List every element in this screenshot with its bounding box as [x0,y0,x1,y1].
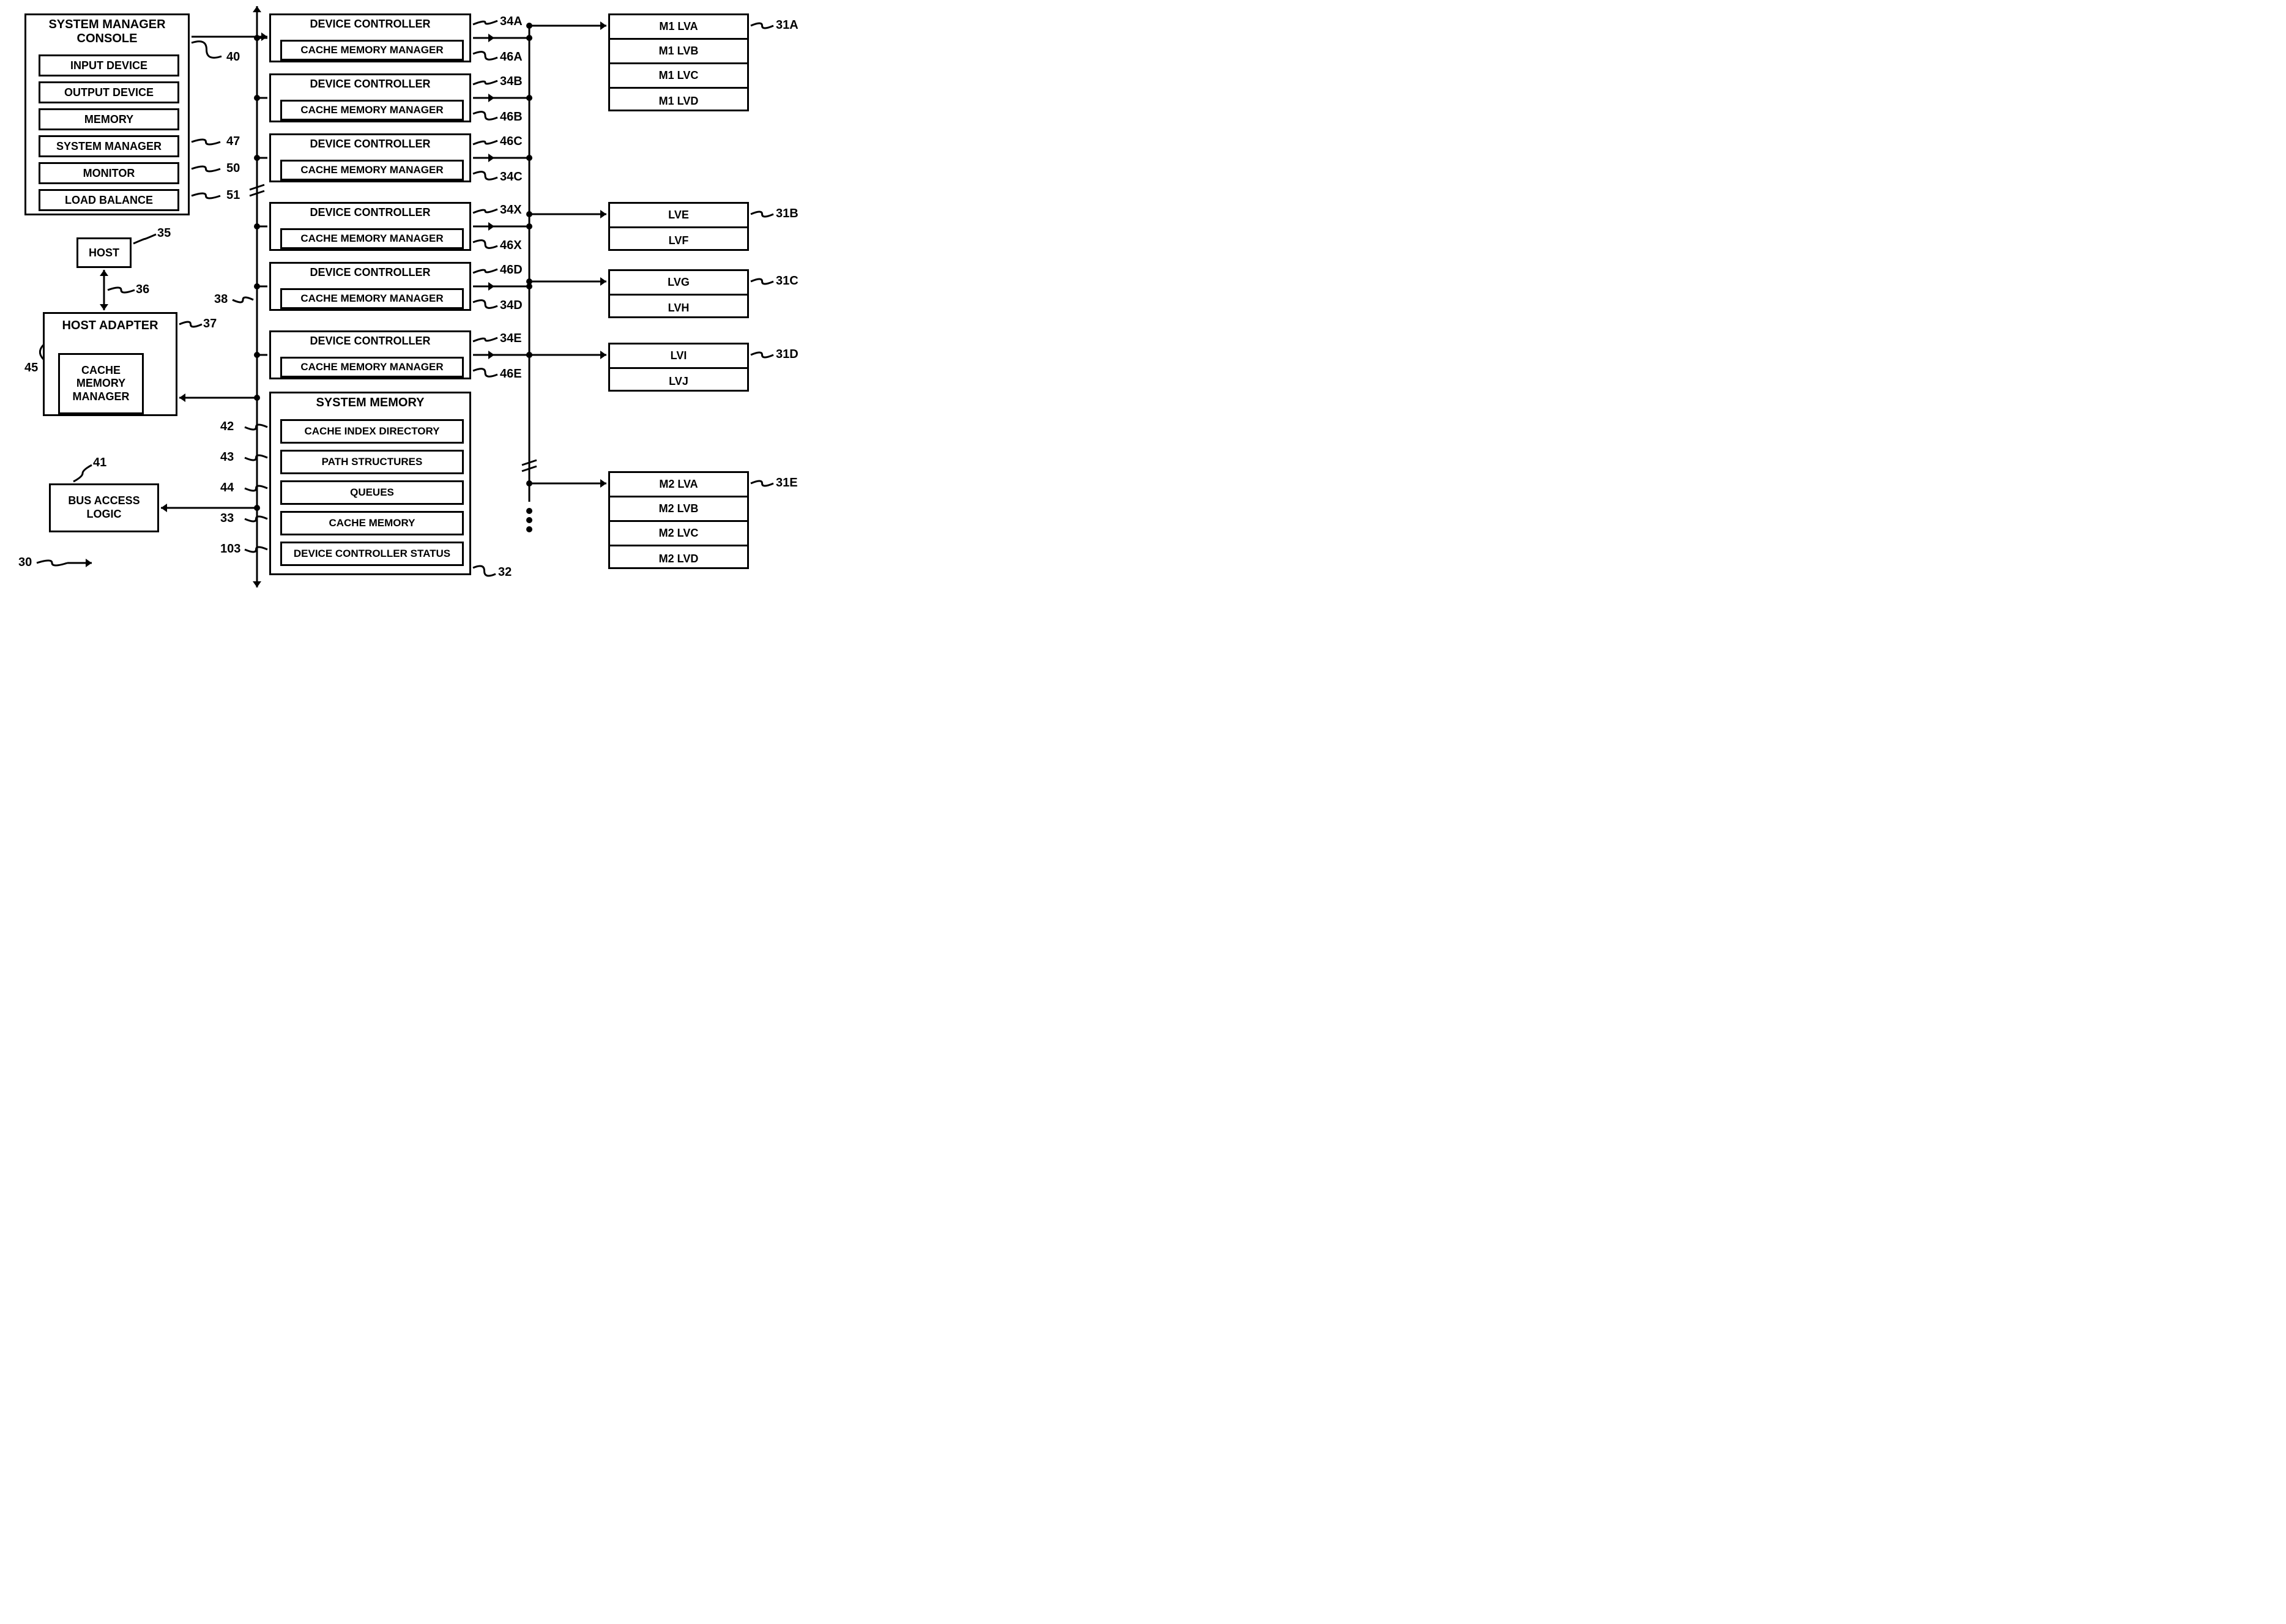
sysmem-title: SYSTEM MEMORY [271,393,469,411]
ref-label: 46E [500,367,522,381]
smc-item: LOAD BALANCE [39,189,179,211]
device-controller: DEVICE CONTROLLER CACHE MEMORY MANAGER [269,262,471,311]
sysmem-item: DEVICE CONTROLLER STATUS [280,542,464,566]
ref-label: 40 [226,50,240,64]
smc-item: OUTPUT DEVICE [39,81,179,103]
ref-label: 31E [776,476,798,490]
host-adapter: HOST ADAPTER CACHE MEMORY MANAGER [43,312,177,416]
ref-label: 31D [776,348,799,362]
volume-row: LVG [610,271,747,296]
ref-label: 50 [226,162,240,176]
sysmem-item: PATH STRUCTURES [280,450,464,474]
cache-memory-manager: CACHE MEMORY MANAGER [280,100,464,121]
device-controller: DEVICE CONTROLLER CACHE MEMORY MANAGER [269,330,471,379]
dc-title: DEVICE CONTROLLER [271,15,469,32]
ref-label: 44 [220,481,234,495]
device-controller: DEVICE CONTROLLER CACHE MEMORY MANAGER [269,133,471,182]
volume-row: LVF [610,228,747,253]
volume-row: M2 LVA [610,473,747,497]
volume-group: M2 LVAM2 LVBM2 LVCM2 LVD [608,471,749,569]
host-box: HOST [76,237,132,268]
ref-label: 35 [157,226,171,240]
sysmem-item: CACHE MEMORY [280,511,464,535]
device-controller: DEVICE CONTROLLER CACHE MEMORY MANAGER [269,73,471,122]
ref-label: 103 [220,542,240,556]
ref-label: 30 [18,556,32,570]
ref-label: 51 [226,188,240,203]
dc-title: DEVICE CONTROLLER [271,75,469,92]
sysmem-item: CACHE INDEX DIRECTORY [280,419,464,444]
dc-title: DEVICE CONTROLLER [271,264,469,280]
ref-label: 42 [220,420,234,434]
ref-label: 34D [500,299,523,313]
host-adapter-title: HOST ADAPTER [45,314,176,334]
volume-row: LVE [610,204,747,228]
volume-group: M1 LVAM1 LVBM1 LVCM1 LVD [608,13,749,111]
volume-row: M1 LVD [610,89,747,113]
cache-memory-manager: CACHE MEMORY MANAGER [280,228,464,249]
ref-label: 34X [500,203,522,217]
volume-row: LVH [610,296,747,320]
device-controller: DEVICE CONTROLLER CACHE MEMORY MANAGER [269,13,471,62]
ref-label: 34B [500,75,523,89]
bus-access-logic: BUS ACCESS LOGIC [49,483,159,532]
ref-label: 43 [220,450,234,464]
volume-row: M2 LVB [610,497,747,522]
cache-memory-manager: CACHE MEMORY MANAGER [280,357,464,378]
ref-label: 31A [776,18,799,32]
ref-label: 37 [203,317,217,331]
system-memory: SYSTEM MEMORY CACHE INDEX DIRECTORY PATH S… [269,392,471,575]
dc-title: DEVICE CONTROLLER [271,332,469,349]
ref-label: 46D [500,263,523,277]
dc-title: DEVICE CONTROLLER [271,204,469,220]
volume-row: M2 LVD [610,546,747,571]
volume-row: LVJ [610,369,747,393]
ref-label: 34A [500,15,523,29]
ref-label: 46X [500,239,522,253]
diagram-canvas: 47 50 51 SYSTEM MANAGER CONSOLE INPUT DEVICE… [0,0,1143,812]
cache-memory-manager: CACHE MEMORY MANAGER [280,160,464,181]
cache-memory-manager: CACHE MEMORY MANAGER [280,40,464,61]
system-manager-console: SYSTEM MANAGER CONSOLE INPUT DEVICE OUTPUT… [24,13,190,215]
ref-label: 34C [500,170,523,184]
ref-label: 47 [226,135,240,149]
volume-group: LVELVF [608,202,749,251]
ref-label: 31C [776,274,799,288]
smc-item: SYSTEM MANAGER [39,135,179,157]
ref-label: 33 [220,512,234,526]
smc-title: SYSTEM MANAGER CONSOLE [26,15,188,47]
ref-label: 45 [24,361,38,375]
volume-row: M1 LVC [610,64,747,89]
volume-group: LVGLVH [608,269,749,318]
ref-label: 36 [136,283,149,297]
sysmem-item: QUEUES [280,480,464,505]
ref-label: 38 [214,292,228,307]
volume-group: LVILVJ [608,343,749,392]
ref-label: 32 [498,565,512,579]
dc-title: DEVICE CONTROLLER [271,135,469,152]
device-controller: DEVICE CONTROLLER CACHE MEMORY MANAGER [269,202,471,251]
ref-label: 31B [776,207,799,221]
smc-item: MEMORY [39,108,179,130]
volume-row: LVI [610,345,747,369]
ref-label: 46A [500,50,523,64]
volume-row: M1 LVB [610,40,747,64]
ref-label: 34E [500,332,522,346]
volume-row: M1 LVA [610,15,747,40]
smc-item: INPUT DEVICE [39,54,179,76]
ref-label: 46B [500,110,523,124]
volume-row: M2 LVC [610,522,747,546]
ref-label: 46C [500,135,523,149]
smc-item: MONITOR [39,162,179,184]
cache-memory-manager: CACHE MEMORY MANAGER [280,288,464,309]
ref-label: 41 [93,456,106,470]
host-adapter-cmm: CACHE MEMORY MANAGER [58,353,144,414]
